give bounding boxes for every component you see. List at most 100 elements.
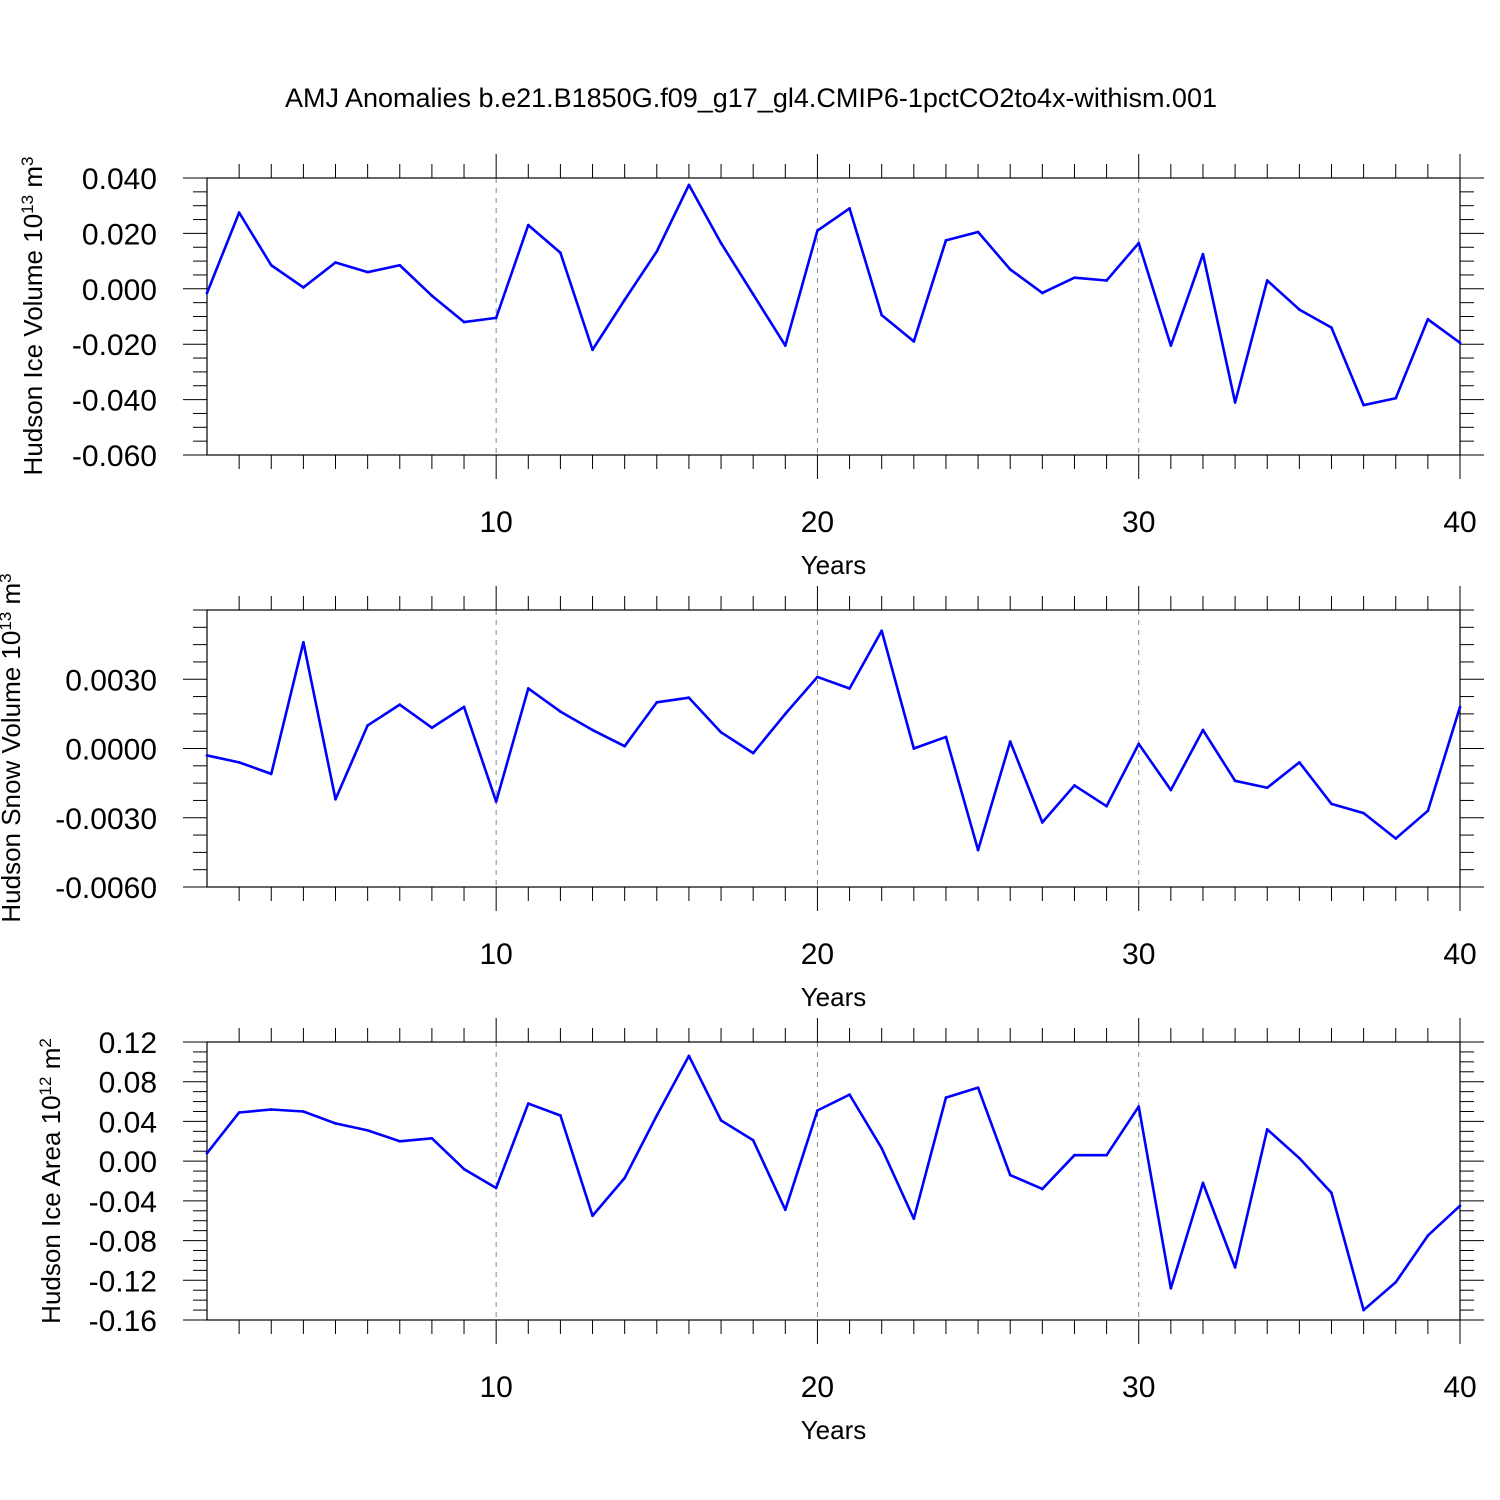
snow-volume-series-segment-1 bbox=[205, 754, 241, 764]
snow-volume-series-segment-38 bbox=[1394, 809, 1430, 840]
ice-volume-ytick-label-1: -0.040 bbox=[72, 385, 157, 418]
ice-area-series-segment-17 bbox=[719, 1119, 755, 1142]
ice-volume-series-segment-31 bbox=[1169, 252, 1205, 347]
ice-area-series-segment-12 bbox=[559, 1114, 594, 1218]
snow-volume-series-segment-35 bbox=[1298, 761, 1333, 806]
ice-area-series-segment-30 bbox=[1137, 1105, 1173, 1290]
ice-area-data-point-16 bbox=[687, 1054, 691, 1058]
snow-volume-data-point-39 bbox=[1426, 809, 1430, 813]
ice-volume-data-point-34 bbox=[1265, 279, 1269, 282]
snow-volume-data-point-26 bbox=[1008, 740, 1012, 743]
ice-volume-data-point-10 bbox=[494, 316, 498, 320]
ice-volume-series-segment-27 bbox=[1041, 276, 1076, 295]
snow-volume-series-segment-25 bbox=[976, 740, 1012, 852]
snow-volume-series-segment-34 bbox=[1265, 761, 1301, 790]
snow-volume-data-point-33 bbox=[1233, 779, 1237, 783]
snow-volume-data-point-14 bbox=[623, 744, 626, 748]
ice-volume-ytick-label-5: 0.040 bbox=[82, 163, 157, 196]
snow-volume-xtick-label-30: 30 bbox=[1122, 938, 1155, 971]
ice-volume-series-segment-15 bbox=[655, 183, 691, 253]
ice-volume-series-segment-38 bbox=[1394, 317, 1430, 400]
ice-volume-xtick-label-20: 20 bbox=[801, 506, 834, 539]
ice-area-data-point-19 bbox=[784, 1208, 787, 1212]
ice-area-series-segment-37 bbox=[1362, 1280, 1398, 1312]
snow-volume-series-segment-31 bbox=[1169, 728, 1205, 792]
snow-volume-data-point-38 bbox=[1394, 837, 1398, 840]
ice-area-series-segment-35 bbox=[1298, 1156, 1333, 1195]
ice-area-ytick-label-1: -0.12 bbox=[89, 1265, 157, 1298]
snow-volume-ytick-label-2: 0.0000 bbox=[65, 734, 157, 767]
snow-volume-data-point-28 bbox=[1073, 784, 1076, 787]
ice-area-series-segment-18 bbox=[751, 1138, 787, 1212]
snow-volume-data-point-24 bbox=[944, 735, 948, 739]
ice-area-data-point-31 bbox=[1169, 1286, 1173, 1290]
ice-volume-series-segment-17 bbox=[719, 241, 755, 296]
ice-area-ytick-label-4: 0.00 bbox=[99, 1146, 157, 1179]
ice-area-plot-frame bbox=[206, 1041, 1461, 1321]
ice-area-series-segment-20 bbox=[816, 1093, 851, 1112]
snow-volume-data-point-31 bbox=[1169, 788, 1173, 792]
ice-volume-ytick-label-4: 0.020 bbox=[82, 218, 157, 251]
snow-volume-data-point-16 bbox=[687, 696, 691, 700]
ice-volume-series-segment-14 bbox=[623, 250, 659, 302]
snow-volume-data-point-21 bbox=[848, 687, 851, 690]
ice-volume-yaxis-label-exponent: 13 bbox=[18, 195, 37, 214]
ice-volume-series-segment-19 bbox=[784, 229, 819, 347]
snow-volume-data-point-17 bbox=[719, 731, 723, 734]
snow-volume-series-segment-17 bbox=[719, 731, 755, 755]
ice-volume-series-segment-7 bbox=[398, 263, 434, 298]
ice-area-data-point-21 bbox=[848, 1093, 851, 1096]
ice-area-ytick-label-2: -0.08 bbox=[89, 1226, 157, 1259]
snow-volume-yaxis-label-unit-exponent: 3 bbox=[0, 573, 15, 582]
ice-area-data-point-1 bbox=[205, 1151, 209, 1155]
ice-volume-data-point-35 bbox=[1298, 308, 1301, 311]
ice-volume-data-point-32 bbox=[1201, 252, 1205, 256]
ice-volume-data-point-6 bbox=[366, 270, 369, 274]
ice-area-series-segment-22 bbox=[880, 1146, 916, 1221]
ice-area-data-point-4 bbox=[302, 1110, 305, 1113]
ice-area-series-segment-32 bbox=[1201, 1181, 1237, 1269]
snow-volume-series-segment-39 bbox=[1426, 705, 1462, 813]
ice-volume-data-point-28 bbox=[1073, 276, 1076, 280]
ice-area-series-segment-39 bbox=[1426, 1204, 1462, 1237]
ice-area-yaxis-label: Hudson Ice Area 1012 m2 bbox=[36, 1038, 66, 1324]
snow-volume-series-segment-10 bbox=[494, 687, 530, 803]
snow-volume-data-point-32 bbox=[1201, 728, 1205, 732]
snow-volume-data-point-15 bbox=[655, 701, 659, 704]
ice-area-series-segment-13 bbox=[591, 1176, 626, 1218]
ice-area-yaxis-label-unit-exponent: 2 bbox=[36, 1038, 55, 1047]
ice-area-xtick-label-30: 30 bbox=[1122, 1371, 1155, 1404]
snow-volume-series-segment-7 bbox=[398, 703, 434, 730]
ice-area-series-segment-23 bbox=[912, 1096, 948, 1221]
ice-area-data-point-24 bbox=[944, 1096, 948, 1099]
ice-volume-series-segment-6 bbox=[366, 263, 402, 274]
snow-volume-series-segment-12 bbox=[559, 710, 594, 732]
ice-volume-ytick-label-2: -0.020 bbox=[72, 329, 157, 362]
ice-area-series-segment-16 bbox=[687, 1054, 723, 1122]
ice-area-series-segment-4 bbox=[302, 1110, 337, 1125]
ice-area-data-point-10 bbox=[494, 1186, 498, 1190]
snow-volume-series-segment-19 bbox=[784, 675, 819, 716]
snow-volume-data-point-37 bbox=[1362, 811, 1365, 815]
ice-volume-data-point-30 bbox=[1137, 241, 1141, 245]
ice-area-data-point-26 bbox=[1008, 1173, 1012, 1177]
ice-volume-data-point-5 bbox=[334, 261, 337, 264]
snow-volume-series-segment-32 bbox=[1201, 728, 1237, 783]
panel-ice-area: 10 20 30 40 -0.16 -0.12 -0.08 -0.04 0.00 0.04 0.08… bbox=[36, 1018, 1484, 1445]
ice-volume-series-segment-21 bbox=[848, 207, 883, 317]
ice-area-data-point-37 bbox=[1362, 1308, 1365, 1312]
ice-area-series-segment-14 bbox=[623, 1114, 659, 1180]
ice-area-data-point-39 bbox=[1426, 1234, 1430, 1237]
snow-volume-data-point-34 bbox=[1265, 786, 1269, 790]
snow-volume-series-segment-36 bbox=[1330, 802, 1365, 815]
ice-volume-data-point-9 bbox=[462, 320, 466, 324]
ice-area-ytick-label-5: 0.04 bbox=[99, 1106, 157, 1139]
snow-volume-series-segment-33 bbox=[1233, 779, 1269, 790]
ice-area-series-segment-33 bbox=[1233, 1128, 1269, 1269]
ice-volume-data-point-40 bbox=[1458, 341, 1462, 345]
ice-area-data-point-3 bbox=[269, 1108, 273, 1111]
snow-volume-series-segment-13 bbox=[591, 728, 626, 748]
ice-area-series-segment-31 bbox=[1169, 1181, 1205, 1290]
ice-volume-data-point-16 bbox=[687, 183, 691, 187]
snow-volume-data-point-40 bbox=[1458, 705, 1462, 709]
